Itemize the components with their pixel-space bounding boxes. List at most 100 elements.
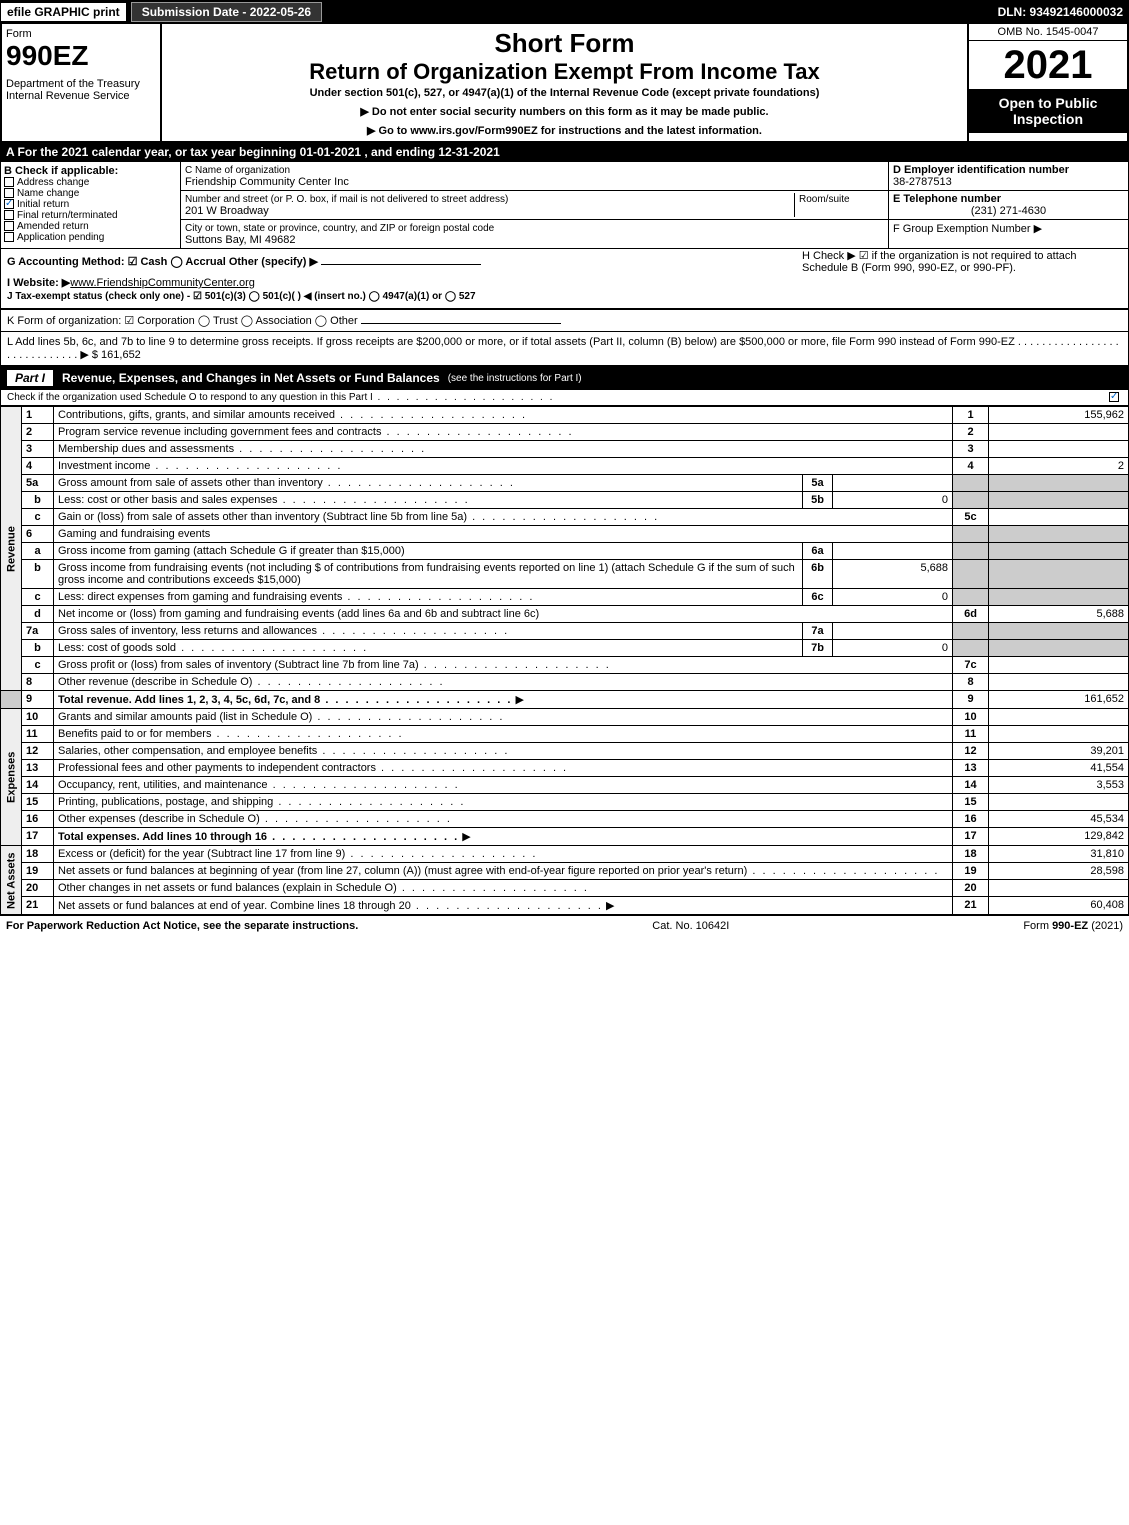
header-right: OMB No. 1545-0047 2021 Open to Public In… [967,24,1127,141]
val-10 [989,709,1129,726]
addr-label: Number and street (or P. O. box, if mail… [185,194,508,205]
val-12: 39,201 [989,743,1129,760]
ln-7a: 7a [22,623,54,640]
box-15: 15 [953,794,989,811]
ln-20: 20 [22,880,54,897]
box-17: 17 [953,828,989,846]
ein-label: D Employer identification number [893,164,1069,176]
part-label: Part I [6,369,54,387]
ln-15: 15 [22,794,54,811]
expenses-side-label: Expenses [1,709,22,846]
mv-6a [833,543,953,560]
cb-name-change[interactable]: Name change [4,188,177,199]
page-footer: For Paperwork Reduction Act Notice, see … [0,915,1129,936]
cb-initial-return[interactable]: Initial return [4,199,177,210]
box-11: 11 [953,726,989,743]
footer-mid: Cat. No. 10642I [652,920,729,932]
desc-6c: Less: direct expenses from gaming and fu… [58,591,534,603]
cb-address-change[interactable]: Address change [4,177,177,188]
mv-7a [833,623,953,640]
arrow-icon: ▶ [606,900,614,912]
val-18: 31,810 [989,846,1129,863]
shade-5a [953,475,989,492]
box-6d: 6d [953,606,989,623]
revenue-side-label: Revenue [1,407,22,691]
val-6d: 5,688 [989,606,1129,623]
box-4: 4 [953,458,989,475]
desc-6: Gaming and fundraising events [54,526,953,543]
part-i-title: Revenue, Expenses, and Changes in Net As… [62,371,440,385]
box-18: 18 [953,846,989,863]
top-bar: efile GRAPHIC print Submission Date - 20… [0,0,1129,24]
desc-5c: Gain or (loss) from sale of assets other… [58,511,659,523]
c-name-label: C Name of organization [185,165,290,176]
org-name: Friendship Community Center Inc [185,176,349,188]
form-header: Form 990EZ Department of the Treasury In… [0,24,1129,143]
desc-15: Printing, publications, postage, and shi… [58,796,465,808]
mb-5b: 5b [803,492,833,509]
goto-note: ▶ Go to www.irs.gov/Form990EZ for instru… [166,124,963,137]
val-9: 161,652 [989,691,1129,709]
mv-5b: 0 [833,492,953,509]
ln-6c: c [22,589,54,606]
box-b: B Check if applicable: Address change Na… [1,162,181,248]
phone-value: (231) 271-4630 [893,205,1124,217]
dln-label: DLN: 93492146000032 [998,5,1129,19]
desc-19: Net assets or fund balances at beginning… [58,865,939,877]
mb-7a: 7a [803,623,833,640]
val-14: 3,553 [989,777,1129,794]
val-8 [989,674,1129,691]
website-link[interactable]: www.FriendshipCommunityCenter.org [70,277,255,289]
val-2 [989,424,1129,441]
box-16: 16 [953,811,989,828]
ln-14: 14 [22,777,54,794]
shadev-5a [989,475,1129,492]
desc-5a: Gross amount from sale of assets other t… [58,477,515,489]
ln-13: 13 [22,760,54,777]
group-exemption-label: F Group Exemption Number ▶ [893,223,1042,235]
dept-label: Department of the Treasury Internal Reve… [6,78,156,102]
mv-5a [833,475,953,492]
mb-6b: 6b [803,560,833,589]
box-8: 8 [953,674,989,691]
mb-5a: 5a [803,475,833,492]
desc-18: Excess or (deficit) for the year (Subtra… [58,848,537,860]
city-state-zip: Suttons Bay, MI 49682 [185,234,295,246]
box-13: 13 [953,760,989,777]
box-5c: 5c [953,509,989,526]
box-c: C Name of organization Friendship Commun… [181,162,888,248]
efile-label[interactable]: efile GRAPHIC print [0,2,127,22]
return-title: Return of Organization Exempt From Incom… [166,59,963,85]
ln-1: 1 [22,407,54,424]
ln-5a: 5a [22,475,54,492]
ln-21: 21 [22,897,54,915]
ln-10: 10 [22,709,54,726]
mb-7b: 7b [803,640,833,657]
footer-right: Form 990-EZ (2021) [1023,920,1123,932]
val-1: 155,962 [989,407,1129,424]
val-15 [989,794,1129,811]
desc-16: Other expenses (describe in Schedule O) [58,813,452,825]
cb-amended-return[interactable]: Amended return [4,221,177,232]
val-16: 45,534 [989,811,1129,828]
street-address: 201 W Broadway [185,205,269,217]
box-20: 20 [953,880,989,897]
cb-final-return[interactable]: Final return/terminated [4,210,177,221]
ln-2: 2 [22,424,54,441]
desc-12: Salaries, other compensation, and employ… [58,745,509,757]
desc-6a: Gross income from gaming (attach Schedul… [54,543,803,560]
val-5c [989,509,1129,526]
ln-8: 8 [22,674,54,691]
line-k-row: K Form of organization: ☑ Corporation ◯ … [0,309,1129,332]
schedule-o-checkbox[interactable] [1109,392,1119,402]
box-9: 9 [953,691,989,709]
box-h: H Check ▶ ☑ if the organization is not r… [802,249,1122,274]
entity-info-block: B Check if applicable: Address change Na… [0,161,1129,249]
ln-5c: c [22,509,54,526]
desc-6b: Gross income from fundraising events (no… [54,560,803,589]
box-1: 1 [953,407,989,424]
cb-application-pending[interactable]: Application pending [4,232,177,243]
mb-6a: 6a [803,543,833,560]
section-a: A For the 2021 calendar year, or tax yea… [0,143,1129,161]
part-i-check-note: Check if the organization used Schedule … [0,390,1129,406]
